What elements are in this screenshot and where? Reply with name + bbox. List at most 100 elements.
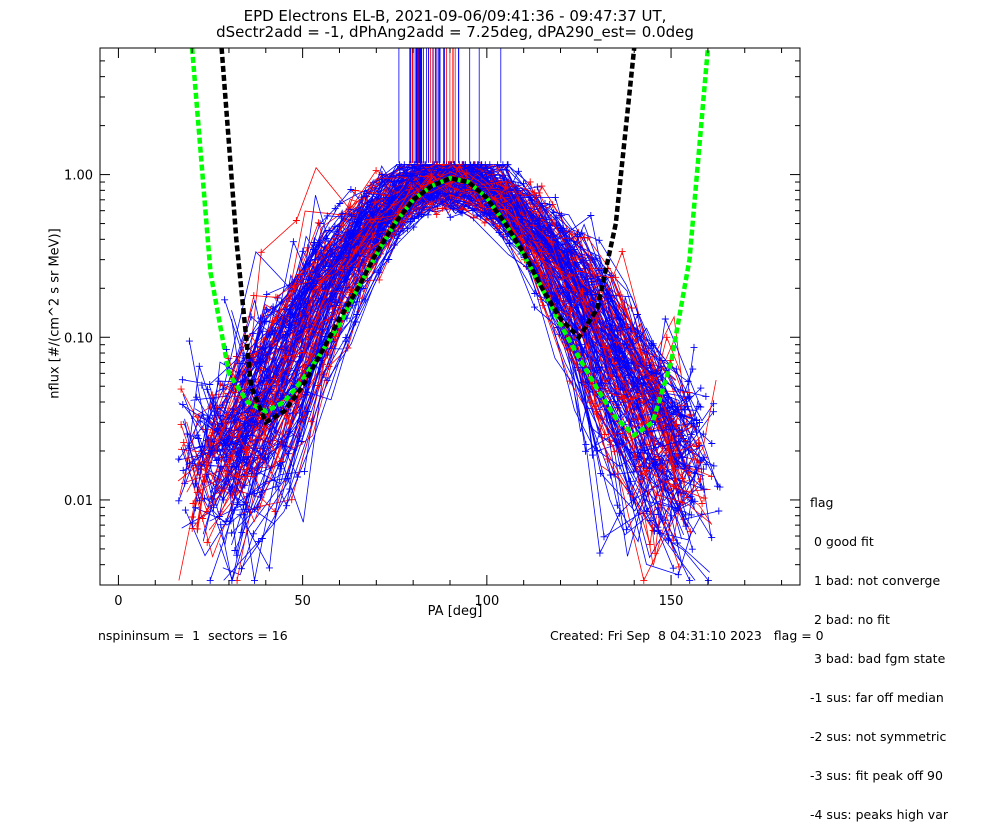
data-point-marker: [279, 378, 287, 386]
data-point-marker: [228, 529, 236, 537]
data-point-marker: [283, 411, 291, 419]
data-point-marker: [195, 362, 203, 370]
data-point-marker: [606, 471, 614, 479]
data-point-marker: [347, 186, 355, 193]
data-point-marker: [444, 189, 452, 197]
data-point-marker: [332, 255, 340, 263]
data-point-marker: [607, 274, 615, 281]
data-point-marker: [570, 246, 578, 253]
data-point-marker: [177, 421, 185, 429]
data-point-marker: [616, 291, 624, 299]
data-point-marker: [592, 314, 600, 322]
data-point-marker: [268, 327, 276, 335]
data-point-marker: [531, 303, 538, 311]
data-point-marker: [606, 371, 614, 379]
data-point-marker: [206, 381, 214, 388]
data-point-marker: [219, 385, 227, 393]
data-point-marker: [217, 463, 225, 471]
legend-entry: -3 sus: fit peak off 90: [810, 768, 943, 783]
y-tick-label: 0.10: [64, 331, 93, 346]
data-point-marker: [495, 229, 503, 236]
data-point-marker: [579, 287, 586, 295]
legend-entry: -2 sus: not symmetric: [810, 729, 947, 744]
data-point-marker: [649, 340, 657, 348]
data-trace: [185, 186, 676, 466]
data-point-marker: [708, 534, 716, 542]
data-point-marker: [683, 403, 691, 411]
data-point-marker: [289, 238, 297, 246]
data-point-marker: [188, 513, 196, 521]
data-point-marker: [505, 240, 513, 247]
data-point-marker: [407, 172, 415, 180]
flag-legend: flag 0 good fit 1 bad: not converge 2 ba…: [810, 470, 948, 834]
data-point-marker: [446, 179, 454, 187]
data-point-marker: [193, 431, 201, 439]
data-point-marker: [382, 193, 390, 201]
data-point-marker: [651, 549, 659, 557]
data-point-marker: [286, 485, 294, 493]
data-point-marker: [630, 394, 637, 402]
data-point-marker: [281, 353, 289, 361]
data-point-marker: [331, 204, 339, 212]
data-point-marker: [207, 403, 215, 411]
data-point-marker: [374, 230, 382, 238]
data-point-marker: [222, 453, 230, 461]
data-point-marker: [323, 351, 331, 359]
data-point-marker: [189, 519, 197, 527]
data-point-marker: [688, 545, 696, 553]
data-point-marker: [686, 576, 694, 584]
data-trace: [202, 163, 673, 542]
footer-sectors-info: nspininsum = 1 sectors = 16: [98, 628, 288, 643]
data-point-marker: [342, 243, 350, 251]
data-point-marker: [305, 323, 313, 331]
data-point-marker: [538, 182, 546, 190]
footer-created-info: Created: Fri Sep 8 04:31:10 2023 flag = …: [550, 628, 824, 643]
data-point-marker: [502, 182, 509, 190]
data-point-marker: [494, 161, 502, 169]
data-point-marker: [704, 576, 712, 584]
data-point-marker: [605, 323, 613, 331]
data-point-marker: [684, 378, 692, 386]
data-point-marker: [378, 171, 386, 178]
data-point-marker: [603, 455, 611, 463]
data-point-marker: [469, 163, 477, 171]
data-point-marker: [578, 229, 586, 237]
data-point-marker: [661, 315, 669, 323]
data-point-marker: [614, 327, 622, 335]
data-point-marker: [669, 564, 677, 572]
data-point-marker: [334, 230, 342, 238]
data-point-marker: [618, 248, 626, 256]
data-point-marker: [698, 500, 706, 507]
data-point-marker: [375, 268, 383, 276]
data-point-marker: [239, 352, 247, 360]
data-point-marker: [217, 521, 225, 529]
data-point-marker: [371, 198, 379, 206]
data-point-marker: [237, 565, 245, 573]
data-point-marker: [178, 376, 186, 384]
data-point-marker: [418, 211, 425, 218]
data-point-marker: [678, 475, 686, 482]
data-point-marker: [181, 506, 189, 514]
data-point-marker: [354, 219, 362, 226]
data-point-marker: [603, 289, 611, 297]
data-point-marker: [240, 420, 248, 428]
data-point-marker: [257, 248, 265, 256]
data-point-marker: [675, 489, 683, 497]
data-point-marker: [716, 483, 724, 491]
data-point-marker: [269, 303, 277, 311]
data-point-marker: [561, 266, 568, 274]
data-point-marker: [582, 441, 590, 449]
data-point-marker: [634, 327, 641, 335]
data-point-marker: [296, 271, 303, 278]
data-point-marker: [695, 403, 703, 410]
data-point-marker: [710, 408, 717, 416]
data-point-marker: [641, 447, 648, 455]
data-point-marker: [587, 212, 595, 219]
data-point-marker: [629, 496, 637, 504]
data-point-marker: [206, 576, 214, 584]
data-point-marker: [265, 564, 273, 572]
fit-curve: [189, 48, 711, 439]
data-point-marker: [539, 301, 547, 309]
data-point-marker: [325, 363, 333, 370]
data-point-marker: [272, 314, 280, 322]
